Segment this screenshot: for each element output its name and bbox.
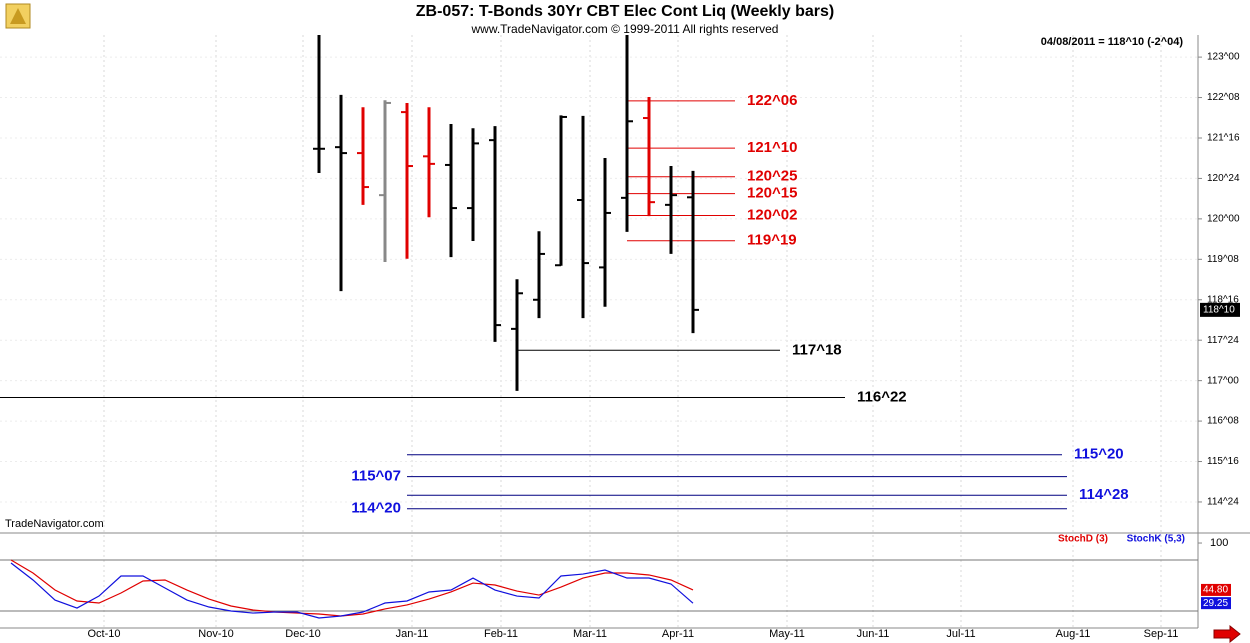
level-label: 115^20 (1074, 446, 1124, 463)
last-value-label: 44.80 (1203, 585, 1228, 596)
ohlc-bar (489, 126, 501, 342)
ohlc-bar (467, 128, 479, 241)
x-tick-label: Mar-11 (573, 628, 607, 640)
ohlc-bar (379, 100, 391, 263)
y-tick-label: 121^16 (1207, 133, 1240, 144)
level-label: 114^20 (351, 500, 401, 517)
y-tick-label: 122^08 (1207, 92, 1240, 103)
ohlc-bar (533, 231, 545, 319)
level-label: 117^18 (792, 341, 842, 358)
level-label: 121^10 (747, 139, 797, 156)
ohlc-bar (335, 94, 347, 292)
logo-shape (10, 8, 26, 24)
x-tick-label: Oct-10 (87, 628, 120, 640)
last-price-box (1200, 302, 1240, 317)
stoch-line (10, 562, 694, 619)
x-tick-label: Jun-11 (857, 628, 890, 640)
y-tick-label: 118^16 (1207, 294, 1239, 305)
x-tick-label: Jan-11 (396, 628, 429, 640)
chart-subtitle: www.TradeNavigator.com © 1999-2011 All r… (471, 22, 779, 36)
scroll-arrow[interactable] (1213, 624, 1241, 643)
y-tick-label: 120^24 (1207, 173, 1240, 184)
ohlc-bar (445, 123, 457, 258)
x-tick-label: Nov-10 (198, 628, 233, 640)
ohlc-bar (687, 170, 699, 334)
last-value-label: 29.25 (1203, 598, 1228, 609)
last-price-label: 118^10 (1203, 305, 1235, 316)
level-label: 120^25 (747, 168, 797, 185)
y-tick-label: 114^24 (1207, 497, 1239, 508)
level-label: 119^19 (747, 232, 797, 249)
level-label: 122^06 (747, 92, 797, 109)
ohlc-bar (599, 157, 611, 307)
y-tick-label: 116^08 (1207, 416, 1239, 427)
level-label: 115^07 (351, 468, 401, 485)
level-label: 120^02 (747, 206, 797, 223)
ohlc-bar (577, 115, 589, 319)
level-label: 116^22 (857, 388, 907, 405)
y-tick-label: 123^00 (1207, 52, 1240, 63)
x-tick-label: Jul-11 (946, 628, 975, 640)
y-tick-label: 115^16 (1207, 456, 1239, 467)
y-tick-label: 117^00 (1207, 375, 1239, 386)
ohlc-bar (357, 107, 369, 205)
ohlc-bar (643, 97, 655, 217)
x-tick-label: Feb-11 (484, 628, 518, 640)
last-value-box (1201, 597, 1231, 610)
x-tick-label: Dec-10 (285, 628, 320, 640)
level-label: 114^28 (1079, 486, 1129, 503)
watermark: TradeNavigator.com (5, 518, 104, 530)
y-tick-label: 117^24 (1207, 335, 1239, 346)
ohlc-bar (665, 166, 677, 254)
level-label: 120^15 (747, 185, 797, 202)
ohlc-bar (313, 35, 325, 174)
ohlc-bar (621, 35, 633, 232)
x-tick-label: Sep-11 (1144, 628, 1179, 640)
legend-entry: StochK (5,3) (1127, 534, 1185, 545)
last-value-box (1201, 583, 1231, 596)
ohlc-bar (401, 102, 413, 259)
chart-title: ZB-057: T-Bonds 30Yr CBT Elec Cont Liq (… (416, 3, 834, 20)
x-tick-label: Apr-11 (662, 628, 694, 640)
x-tick-label: Aug-11 (1056, 628, 1091, 640)
y-tick-label: 120^00 (1207, 214, 1240, 225)
legend-entry: StochD (3) (1058, 534, 1108, 545)
price-note: 04/08/2011 = 118^10 (-2^04) (1041, 36, 1184, 48)
stoch-line (10, 559, 694, 617)
y-tick-label: 100 (1210, 537, 1228, 549)
y-tick-label: 119^08 (1207, 254, 1239, 265)
ohlc-bar (423, 107, 435, 218)
ohlc-bar (555, 115, 567, 267)
logo (5, 3, 31, 29)
x-tick-label: May-11 (769, 628, 805, 640)
ohlc-bar (511, 279, 523, 391)
